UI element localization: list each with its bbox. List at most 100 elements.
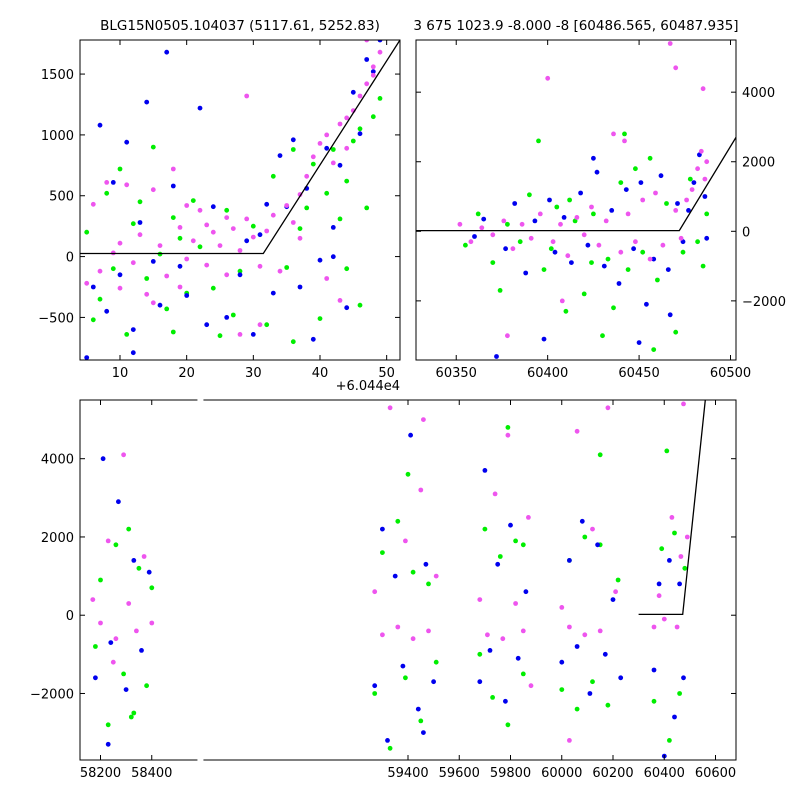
- data-point-blue: [310, 336, 316, 342]
- data-point-green: [217, 333, 223, 339]
- data-point-green: [625, 267, 631, 272]
- data-point-magenta: [457, 221, 463, 227]
- data-point-blue: [487, 648, 493, 653]
- data-point-green: [477, 651, 483, 657]
- data-point-green: [377, 96, 383, 101]
- data-point-green: [105, 722, 111, 728]
- data-point-magenta: [184, 256, 190, 262]
- data-point-magenta: [678, 554, 684, 559]
- data-point-magenta: [217, 243, 223, 249]
- data-point-magenta: [603, 218, 609, 224]
- data-point-magenta: [403, 538, 408, 544]
- data-point-magenta: [574, 215, 580, 220]
- data-point-blue: [472, 234, 477, 239]
- data-point-green: [490, 695, 495, 700]
- data-point-magenta: [510, 246, 516, 252]
- data-point-blue: [130, 350, 136, 356]
- data-point-blue: [177, 263, 183, 269]
- data-points: [457, 41, 710, 359]
- data-point-magenta: [324, 132, 330, 138]
- data-point-blue: [84, 355, 90, 360]
- data-point-green: [387, 745, 393, 751]
- data-points: [84, 40, 383, 360]
- data-point-magenta: [164, 273, 170, 279]
- data-point-blue: [559, 659, 565, 665]
- data-point-green: [224, 207, 230, 213]
- data-point-magenta: [141, 554, 147, 559]
- data-point-green: [357, 302, 363, 308]
- x-tick-label: 40: [312, 366, 329, 381]
- data-point-blue: [638, 180, 644, 186]
- data-point-green: [680, 249, 686, 255]
- x-tick-label: 60400: [527, 366, 568, 381]
- data-point-blue: [574, 644, 580, 649]
- data-point-magenta: [653, 190, 658, 196]
- data-point-green: [297, 226, 303, 232]
- data-point-magenta: [230, 226, 236, 232]
- data-point-magenta: [667, 41, 673, 46]
- data-point-magenta: [661, 616, 667, 622]
- data-point-magenta: [110, 659, 116, 665]
- data-point-magenta: [150, 187, 156, 193]
- data-point-blue: [117, 272, 123, 278]
- data-point-green: [93, 644, 98, 649]
- data-point-blue: [508, 522, 513, 528]
- data-point-green: [230, 312, 236, 318]
- data-point-magenta: [513, 601, 518, 606]
- data-point-magenta: [673, 65, 679, 71]
- data-point-green: [90, 317, 96, 323]
- data-point-magenta: [244, 216, 250, 222]
- data-point-magenta: [490, 232, 496, 238]
- data-point-magenta: [357, 93, 363, 99]
- y-tick-label: 1000: [41, 129, 74, 144]
- data-point-magenta: [137, 232, 143, 238]
- data-point-green: [136, 565, 142, 571]
- chart-recent: 60350 60400 60450 60500 −2000 0 2000 4000 3 675 …: [413, 18, 786, 381]
- x-tick-label: 60500: [710, 366, 751, 381]
- data-point-magenta: [344, 145, 350, 151]
- data-point-blue: [704, 235, 710, 241]
- data-point-magenta: [113, 636, 119, 642]
- data-point-magenta: [550, 239, 556, 245]
- data-point-magenta: [574, 428, 580, 434]
- data-point-blue: [408, 432, 413, 438]
- data-point-magenta: [519, 221, 525, 227]
- data-point-blue: [667, 312, 673, 318]
- data-point-blue: [585, 242, 591, 248]
- data-point-green: [324, 190, 330, 196]
- data-point-magenta: [149, 620, 155, 626]
- data-point-magenta: [387, 405, 393, 411]
- x-tick-label: 59400: [387, 766, 428, 781]
- data-point-blue: [150, 259, 156, 264]
- data-point-magenta: [197, 207, 203, 213]
- data-point-magenta: [505, 432, 511, 438]
- data-point-magenta: [702, 176, 708, 182]
- data-point-blue: [372, 683, 378, 689]
- data-point-green: [128, 714, 134, 720]
- data-point-magenta: [90, 201, 96, 207]
- data-point-green: [130, 221, 136, 227]
- data-point-green: [548, 246, 554, 252]
- data-point-blue: [337, 162, 343, 168]
- y-tick-label: −500: [38, 311, 74, 326]
- y-tick-label: 0: [742, 225, 750, 240]
- data-point-green: [337, 216, 343, 222]
- data-point-green: [110, 266, 116, 272]
- data-point-magenta: [364, 81, 370, 87]
- data-point-magenta: [421, 417, 426, 422]
- data-point-magenta: [537, 211, 543, 217]
- y-tick-label: 4000: [41, 453, 74, 468]
- data-point-blue: [702, 194, 708, 199]
- data-point-magenta: [284, 203, 290, 208]
- data-point-magenta: [418, 487, 424, 493]
- data-point-green: [463, 242, 468, 248]
- data-point-magenta: [124, 182, 130, 188]
- data-point-green: [513, 538, 518, 544]
- data-point-blue: [618, 675, 624, 681]
- x-tick-label: 60450: [618, 366, 659, 381]
- data-point-green: [84, 229, 90, 235]
- data-point-magenta: [310, 154, 316, 160]
- data-point-green: [372, 691, 378, 696]
- data-point-magenta: [210, 229, 216, 235]
- data-point-green: [131, 710, 137, 716]
